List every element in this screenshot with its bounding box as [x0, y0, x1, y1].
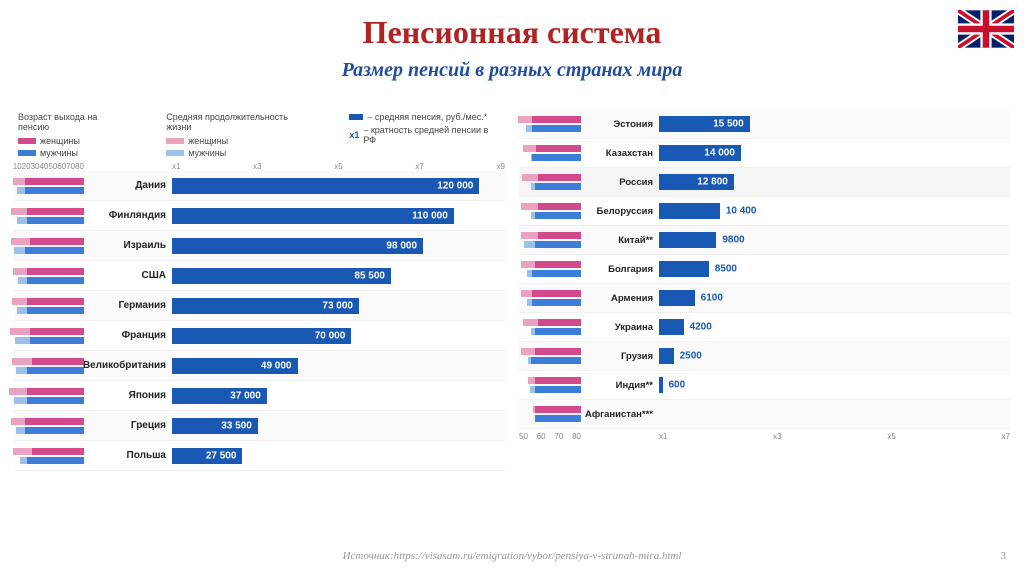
pension-value: 600 — [669, 380, 686, 391]
uk-flag-icon — [958, 10, 1014, 48]
table-row: Финляндия 110 000 — [14, 201, 505, 231]
legend-women-life: женщины — [166, 136, 309, 146]
table-row: Белоруссия 10 400 — [519, 197, 1010, 226]
page-subtitle: Размер пенсий в разных странах мира — [0, 51, 1024, 82]
table-row: США 85 500 — [14, 261, 505, 291]
country-label: Польша — [84, 441, 172, 470]
country-label: Дания — [84, 171, 172, 200]
country-label: Великобритания — [84, 351, 172, 380]
table-row: Армения 6100 — [519, 284, 1010, 313]
legend: Возраст выхода на пенсию женщины мужчины… — [14, 110, 505, 162]
page-number: 3 — [1001, 550, 1007, 562]
legend-pension: – средняя пенсия, руб./мес.* — [349, 112, 497, 122]
table-row: Греция 33 500 — [14, 411, 505, 441]
country-label: Греция — [84, 411, 172, 440]
table-row: Украина 4200 — [519, 313, 1010, 342]
table-row: Германия 73 000 — [14, 291, 505, 321]
table-row: Польша 27 500 — [14, 441, 505, 471]
table-row: Франция 70 000 — [14, 321, 505, 351]
chart-panel-left: Возраст выхода на пенсию женщины мужчины… — [14, 110, 505, 471]
pension-value: 70 000 — [315, 330, 346, 341]
pension-value: 4200 — [690, 322, 712, 333]
country-label: Япония — [84, 381, 172, 410]
legend-life-title: Средняя продолжительность жизни — [166, 112, 309, 132]
pension-value: 14 000 — [704, 148, 735, 159]
pension-value: 120 000 — [437, 180, 473, 191]
pension-value: 10 400 — [726, 206, 757, 217]
table-row: Дания 120 000 — [14, 171, 505, 201]
pension-value: 9800 — [722, 235, 744, 246]
table-row: Великобритания 49 000 — [14, 351, 505, 381]
country-label: Китай** — [581, 226, 659, 254]
legend-men-life: мужчины — [166, 148, 309, 158]
pension-value: 110 000 — [412, 210, 448, 221]
country-label: Россия — [581, 168, 659, 196]
page-title: Пенсионная система — [0, 0, 1024, 51]
country-label: Болгария — [581, 255, 659, 283]
pension-value: 8500 — [715, 264, 737, 275]
pension-value: 49 000 — [261, 360, 292, 371]
table-row: Эстония 15 500 — [519, 110, 1010, 139]
legend-men-age: мужчины — [18, 148, 126, 158]
chart-rows-left: Дания 120 000 Финляндия 110 000 Израиль 98 00… — [14, 171, 505, 471]
country-label: Белоруссия — [581, 197, 659, 225]
pension-value: 33 500 — [221, 420, 252, 431]
legend-mult: x1– кратность средней пенсии в РФ — [349, 125, 497, 145]
pension-value: 12 800 — [697, 177, 728, 188]
table-row: Афганистан*** — [519, 400, 1010, 429]
source-line: Источник:https://visasam.ru/emigration/v… — [0, 550, 1024, 562]
axis-top-left: 8070605040302010 x1x3x5x7x9 — [14, 162, 505, 171]
table-row: Израиль 98 000 — [14, 231, 505, 261]
pension-value: 37 000 — [230, 390, 261, 401]
country-label: США — [84, 261, 172, 290]
pension-value: 15 500 — [713, 119, 744, 130]
country-label: Франция — [84, 321, 172, 350]
pension-value: 85 500 — [354, 270, 385, 281]
axis-bottom-right: 80706050 x1x3x5x7 — [519, 429, 1010, 441]
chart-panel-right: Эстония 15 500 Казахстан 14 000 Россия 12 800… — [519, 110, 1010, 471]
table-row: Индия** 600 — [519, 371, 1010, 400]
pension-value: 6100 — [701, 293, 723, 304]
table-row: Япония 37 000 — [14, 381, 505, 411]
country-label: Грузия — [581, 342, 659, 370]
table-row: Казахстан 14 000 — [519, 139, 1010, 168]
country-label: Казахстан — [581, 139, 659, 167]
legend-age-title: Возраст выхода на пенсию — [18, 112, 126, 132]
pension-value: 2500 — [680, 351, 702, 362]
table-row: Болгария 8500 — [519, 255, 1010, 284]
pension-value: 73 000 — [322, 300, 353, 311]
country-label: Израиль — [84, 231, 172, 260]
country-label: Украина — [581, 313, 659, 341]
charts-container: Возраст выхода на пенсию женщины мужчины… — [0, 82, 1024, 471]
chart-rows-right: Эстония 15 500 Казахстан 14 000 Россия 12 800… — [519, 110, 1010, 429]
pension-value: 98 000 — [386, 240, 417, 251]
country-label: Афганистан*** — [581, 400, 659, 428]
table-row: Грузия 2500 — [519, 342, 1010, 371]
country-label: Финляндия — [84, 201, 172, 230]
country-label: Индия** — [581, 371, 659, 399]
table-row: Китай** 9800 — [519, 226, 1010, 255]
country-label: Эстония — [581, 110, 659, 138]
country-label: Германия — [84, 291, 172, 320]
legend-women-age: женщины — [18, 136, 126, 146]
country-label: Армения — [581, 284, 659, 312]
table-row: Россия 12 800 — [519, 168, 1010, 197]
pension-value: 27 500 — [206, 450, 237, 461]
